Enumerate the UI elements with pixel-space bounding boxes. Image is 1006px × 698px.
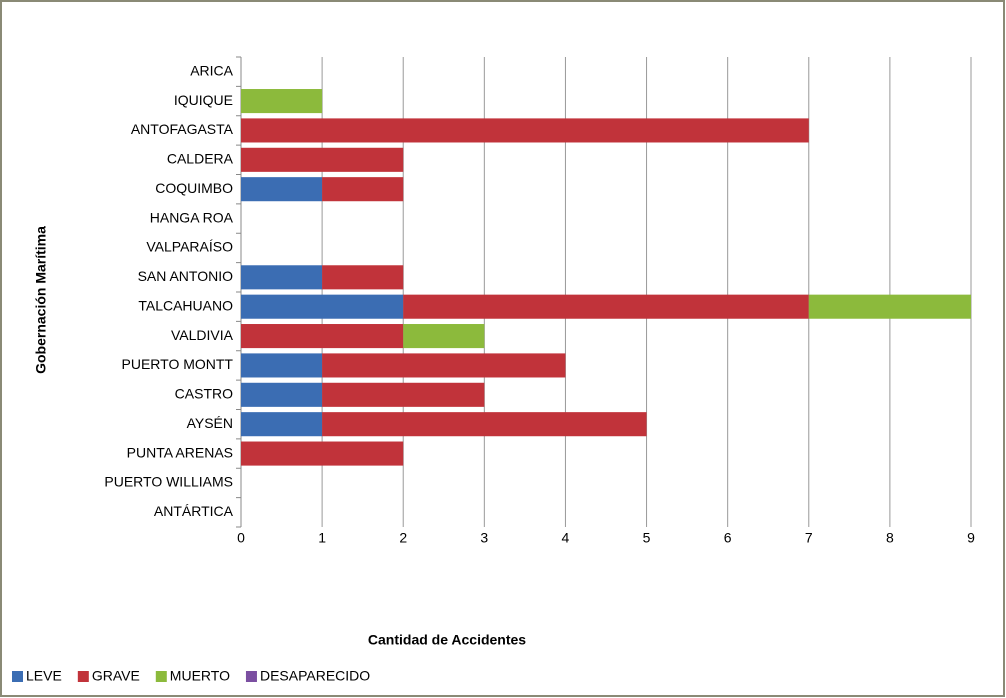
x-tick-label: 9 xyxy=(967,530,975,546)
y-tick-label: TALCAHUANO xyxy=(138,297,233,313)
bar-segment xyxy=(322,177,404,202)
bar-segment xyxy=(241,177,323,202)
y-axis-title: Gobernación Marítima xyxy=(33,226,49,374)
x-tick-label: 4 xyxy=(562,530,570,546)
y-tick-label: SAN ANTONIO xyxy=(138,268,234,284)
bar-segment xyxy=(322,265,404,290)
y-tick-label: CASTRO xyxy=(175,386,233,402)
bar-segment xyxy=(322,382,485,407)
x-tick-label: 8 xyxy=(886,530,894,546)
bar-segment xyxy=(241,382,323,407)
x-tick-label: 1 xyxy=(318,530,326,546)
bar-segment xyxy=(241,441,404,466)
legend-label: MUERTO xyxy=(170,668,230,684)
bar-segment xyxy=(403,294,809,319)
y-tick-label: VALDIVIA xyxy=(171,327,234,343)
bar-segment xyxy=(241,118,809,143)
y-tick-label: ARICA xyxy=(190,62,233,78)
legend-swatch xyxy=(155,671,167,682)
bar-segment xyxy=(241,89,323,114)
legend-swatch xyxy=(245,671,257,682)
y-tick-label: VALPARAÍSO xyxy=(146,239,233,255)
bar-segment xyxy=(241,324,404,349)
y-tick-label: PUNTA ARENAS xyxy=(127,444,233,460)
bar-segment xyxy=(241,294,404,319)
bar-segment xyxy=(322,353,566,378)
bar-segment xyxy=(241,353,323,378)
x-tick-label: 3 xyxy=(480,530,488,546)
y-tick-label: ANTÁRTICA xyxy=(154,503,234,519)
bar-segment xyxy=(403,324,485,349)
legend-swatch xyxy=(12,671,23,682)
bar-segment xyxy=(241,265,323,290)
bar-segment xyxy=(808,294,971,319)
legend-swatch xyxy=(77,671,89,682)
x-tick-label: 0 xyxy=(237,530,245,546)
legend-label: DESAPARECIDO xyxy=(260,668,370,684)
y-tick-label: PUERTO MONTT xyxy=(122,356,234,372)
bar-segment xyxy=(322,412,647,437)
y-tick-label: PUERTO WILLIAMS xyxy=(104,474,233,490)
legend-label: GRAVE xyxy=(92,668,140,684)
y-tick-label: IQUIQUE xyxy=(174,92,233,108)
y-tick-label: ANTOFAGASTA xyxy=(131,121,234,137)
y-tick-label: CALDERA xyxy=(167,151,234,167)
y-tick-label: HANGA ROA xyxy=(150,209,234,225)
y-tick-label: AYSÉN xyxy=(187,415,233,431)
bar-segment xyxy=(241,147,404,172)
y-tick-label: COQUIMBO xyxy=(155,180,233,196)
x-tick-label: 5 xyxy=(643,530,651,546)
x-tick-label: 6 xyxy=(724,530,732,546)
x-axis-title: Cantidad de Accidentes xyxy=(368,632,526,648)
legend-label: LEVE xyxy=(26,668,62,684)
bar-segment xyxy=(241,412,323,437)
x-tick-label: 2 xyxy=(399,530,407,546)
x-tick-label: 7 xyxy=(805,530,813,546)
